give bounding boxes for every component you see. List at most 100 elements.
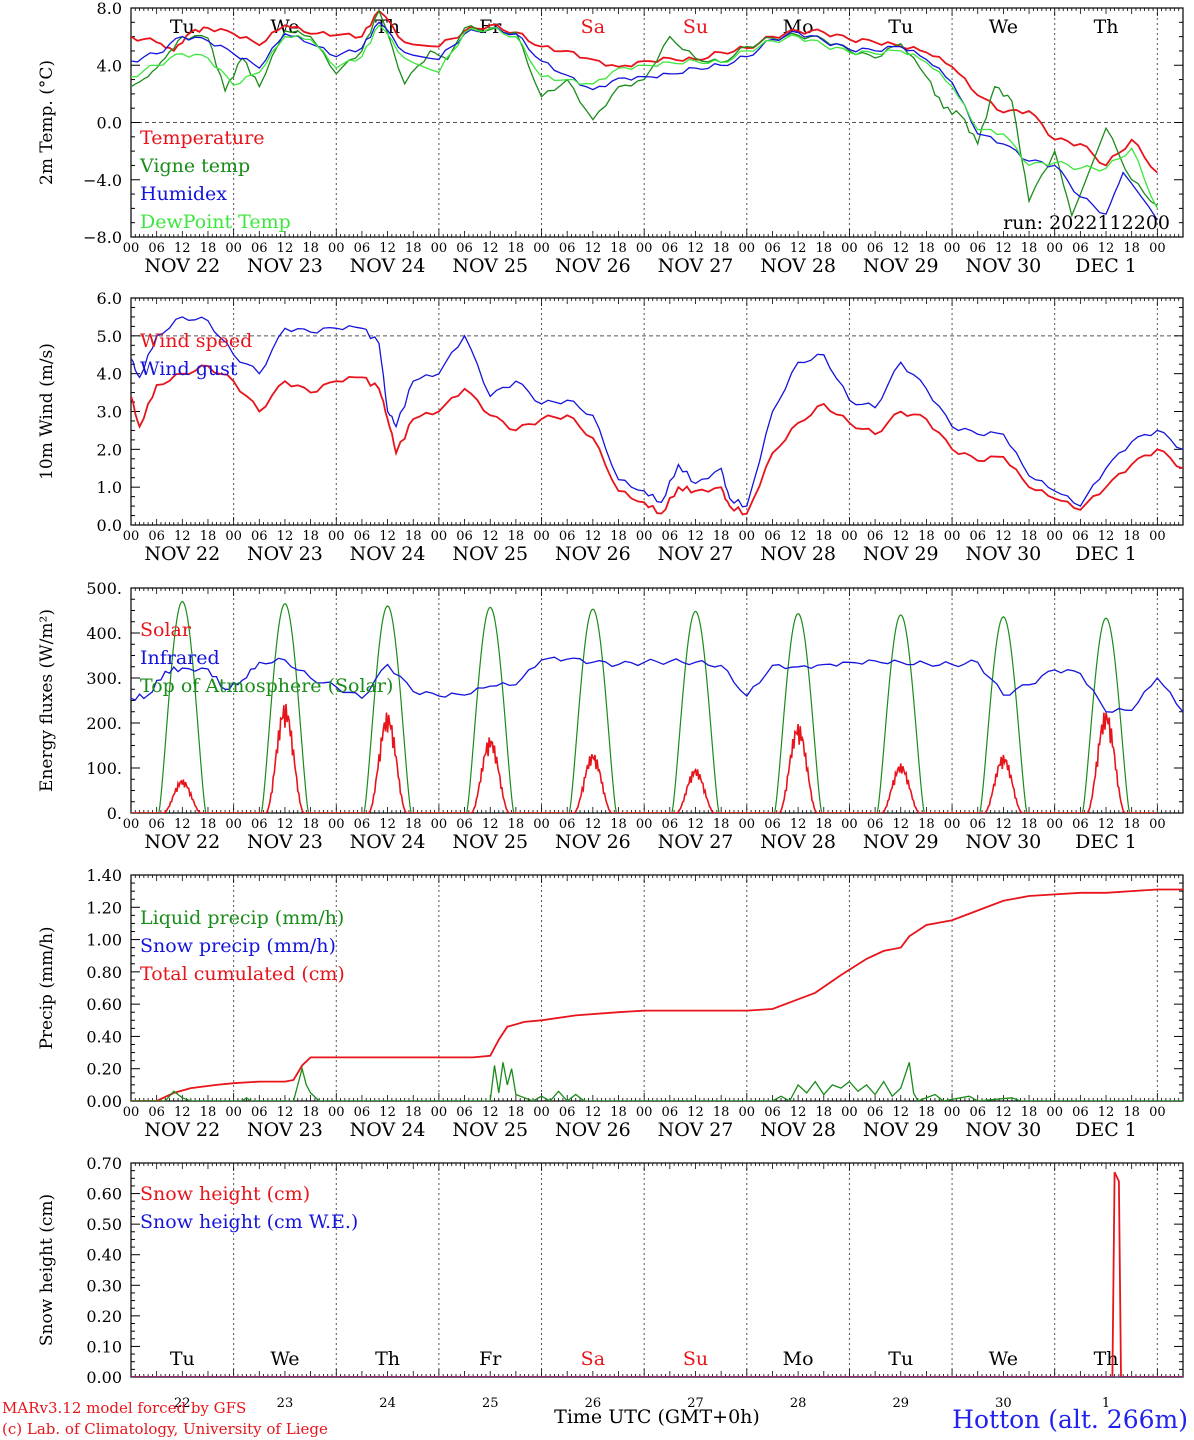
x-hour-label: 06 (148, 817, 165, 832)
weekday-label: Su (683, 1348, 708, 1370)
x-date-label: NOV 26 (555, 255, 631, 277)
x-hour-label: 12 (482, 1105, 499, 1120)
x-hour-label: 06 (354, 529, 371, 544)
x-hour-label: 06 (969, 817, 986, 832)
x-hour-label: 12 (277, 1105, 294, 1120)
chart-panel-4: 0.00 0.10 0.20 0.30 0.40 0.50 0.60 0.70 Snow hei… (37, 1154, 1184, 1428)
y-tick-label: 0.60 (86, 995, 122, 1014)
y-axis-label: 2m Temp. (°C) (37, 60, 57, 185)
x-hour-label: 12 (277, 529, 294, 544)
x-hour-label: 06 (456, 241, 473, 256)
weekday-label: We (270, 1348, 299, 1370)
x-hour-label: 00 (225, 1105, 242, 1120)
x-hour-label: 06 (559, 241, 576, 256)
x-date-label: NOV 24 (350, 831, 426, 853)
x-hour-label: 12 (790, 1105, 807, 1120)
footer-model-credit: MARv3.12 model forced by GFS (2, 1399, 246, 1417)
x-date-label: NOV 22 (144, 255, 220, 277)
plot-frame (130, 587, 1184, 814)
day-number-label: 23 (277, 1396, 294, 1411)
footer-lab-credit: (c) Lab. of Climatology, University of L… (2, 1420, 328, 1438)
x-hour-label: 18 (918, 1105, 935, 1120)
x-hour-label: 12 (379, 241, 396, 256)
x-hour-label: 18 (1123, 529, 1140, 544)
plot-area (131, 316, 1183, 516)
x-hour-label: 06 (764, 529, 781, 544)
x-hour-label: 12 (687, 241, 704, 256)
series-solar (131, 703, 1158, 813)
x-hour-label: 12 (379, 529, 396, 544)
x-hour-label: 06 (662, 529, 679, 544)
x-hour-label: 12 (687, 1105, 704, 1120)
y-tick-label: 300. (86, 669, 122, 688)
x-hour-label: 12 (482, 529, 499, 544)
x-hour-label: 18 (1021, 817, 1038, 832)
x-hour-label: 18 (610, 241, 627, 256)
x-hour-label: 06 (456, 817, 473, 832)
x-hour-label: 00 (1046, 817, 1063, 832)
x-hour-label: 12 (585, 241, 602, 256)
series-snow-height-cm- (131, 1171, 1183, 1377)
x-hour-label: 18 (713, 1105, 730, 1120)
plot-area (131, 888, 1183, 1101)
x-hour-label: 06 (251, 241, 268, 256)
x-hour-label: 00 (1149, 241, 1166, 256)
x-hour-label: 18 (918, 529, 935, 544)
x-hour-label: 12 (1098, 241, 1115, 256)
weekday-label: Fr (479, 1348, 502, 1370)
x-hour-label: 06 (148, 529, 165, 544)
x-date-label: DEC 1 (1075, 831, 1137, 853)
weekday-label: Fr (479, 16, 502, 38)
x-date-label: NOV 23 (247, 255, 323, 277)
x-date-label: NOV 30 (965, 1119, 1041, 1141)
x-hour-label: 18 (816, 1105, 833, 1120)
x-hour-label: 12 (1098, 817, 1115, 832)
weekday-label: Tu (888, 16, 913, 38)
x-hour-label: 18 (713, 241, 730, 256)
y-tick-label: 4.0 (97, 56, 122, 75)
x-hour-label: 12 (892, 529, 909, 544)
y-tick-label: 0.30 (86, 1276, 122, 1295)
x-hour-label: 06 (354, 817, 371, 832)
x-date-label: NOV 30 (965, 543, 1041, 565)
day-number-label: 27 (687, 1396, 704, 1411)
chart-panel-3: 0.00 0.20 0.40 0.60 0.80 1.00 1.20 1.40 Precip (… (37, 866, 1184, 1141)
series-total-cumulated-cm- (131, 888, 1183, 1101)
weekday-label: Th (375, 16, 400, 38)
day-number-label: 22 (174, 1396, 191, 1411)
x-date-label: DEC 1 (1075, 255, 1137, 277)
plot-area (131, 600, 1183, 813)
chart-panel-1: 0.0 1.0 2.0 3.0 4.0 5.0 6.0 10m Wind (m/s) 00 06 1… (37, 289, 1184, 565)
x-hour-label: 06 (662, 1105, 679, 1120)
x-hour-label: 06 (867, 817, 884, 832)
y-tick-label: 400. (86, 624, 122, 643)
x-hour-label: 06 (251, 529, 268, 544)
x-hour-label: 18 (816, 817, 833, 832)
y-tick-label: 1.20 (86, 898, 122, 917)
x-date-label: NOV 26 (555, 831, 631, 853)
x-hour-label: 06 (354, 241, 371, 256)
x-date-label: NOV 29 (863, 831, 939, 853)
x-hour-label: 06 (456, 529, 473, 544)
x-date-label: NOV 27 (658, 255, 734, 277)
x-date-label: NOV 23 (247, 831, 323, 853)
x-hour-label: 18 (918, 817, 935, 832)
y-tick-label: 1.40 (86, 866, 122, 885)
y-tick-label: −4.0 (83, 171, 122, 190)
x-hour-label: 06 (1072, 1105, 1089, 1120)
x-hour-label: 12 (687, 529, 704, 544)
x-date-label: NOV 28 (760, 1119, 836, 1141)
legend-entry: Temperature (140, 127, 264, 149)
x-date-label: NOV 22 (144, 831, 220, 853)
plot-frame (130, 297, 1184, 526)
x-hour-label: 00 (1149, 817, 1166, 832)
x-date-label: NOV 25 (452, 255, 528, 277)
x-hour-label: 12 (892, 1105, 909, 1120)
x-date-label: NOV 26 (555, 1119, 631, 1141)
y-axis-label: Energy fluxes (W/m²) (37, 609, 57, 792)
weekday-label: We (989, 1348, 1018, 1370)
x-hour-label: 18 (1021, 241, 1038, 256)
x-hour-label: 18 (302, 241, 319, 256)
x-hour-label: 06 (662, 817, 679, 832)
x-hour-label: 12 (174, 1105, 191, 1120)
